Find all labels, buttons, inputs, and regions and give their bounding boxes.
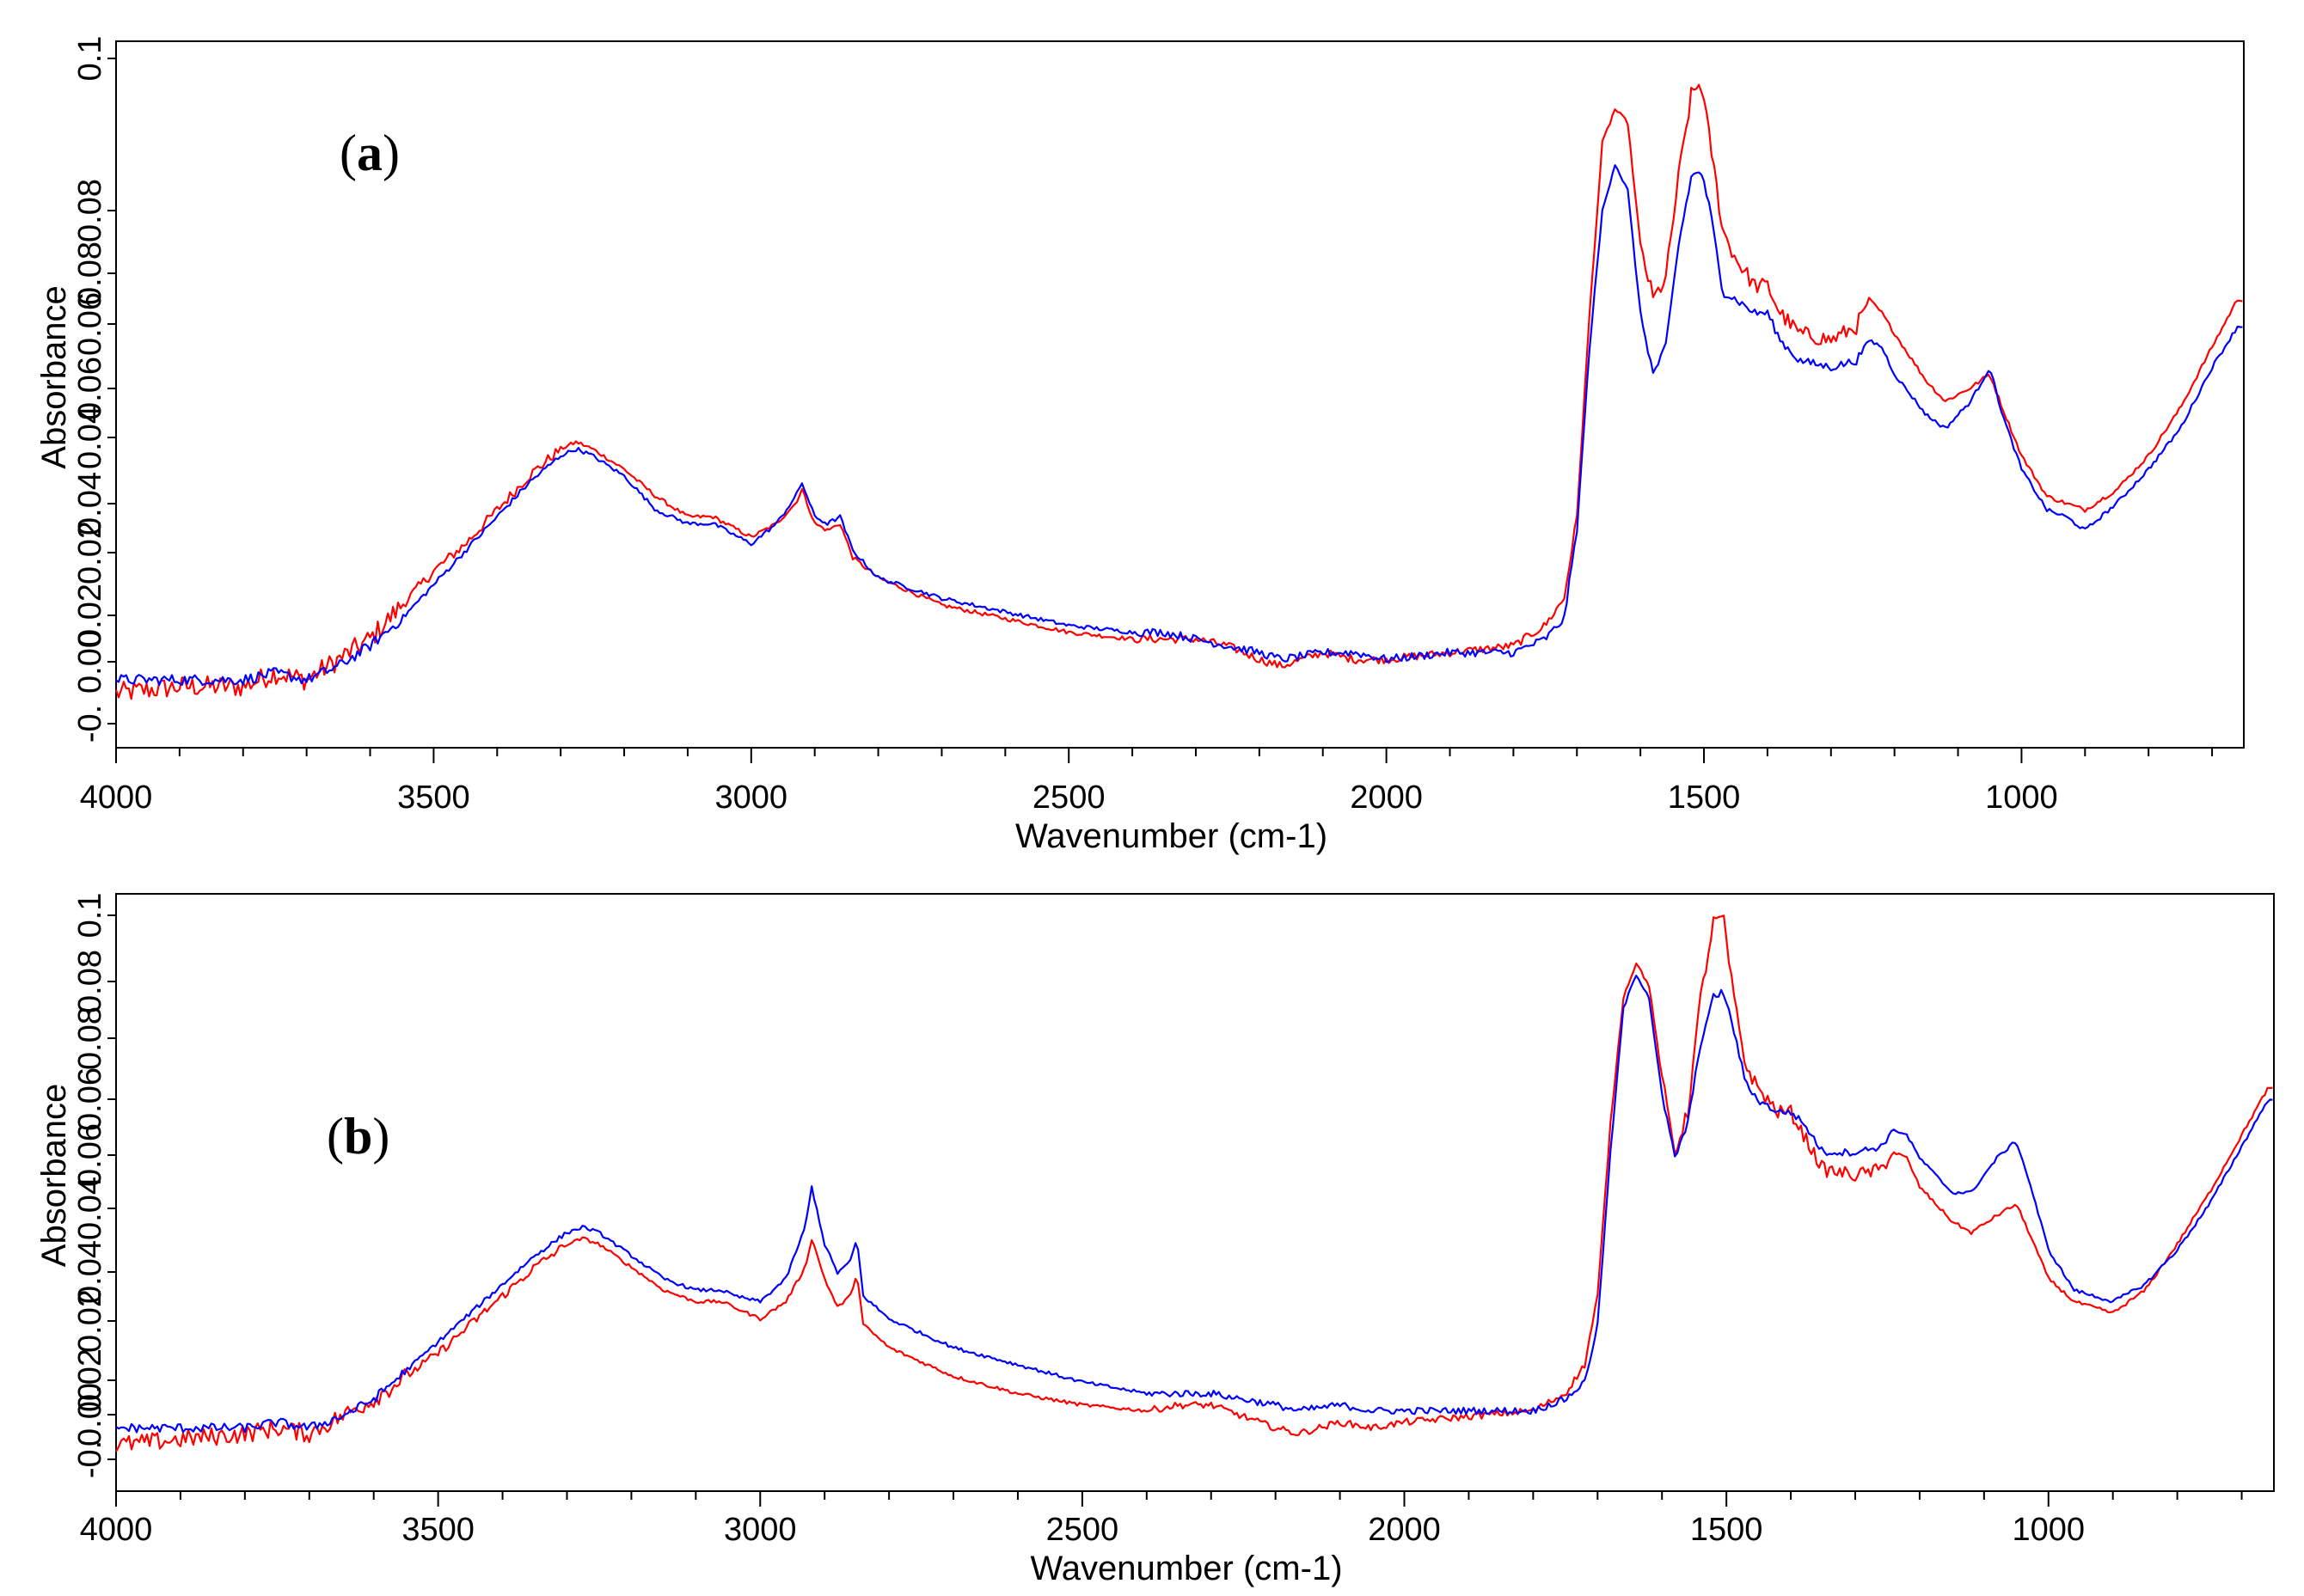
x-tick-label: 2500 xyxy=(1033,780,1106,816)
x-tick-label: 4000 xyxy=(80,780,153,816)
y-tick-label: 0.06 xyxy=(72,357,108,420)
y-axis-title: Absorbance xyxy=(35,285,73,468)
x-tick-label: 2000 xyxy=(1350,780,1423,816)
panel-b: 4000 3500 3000 2500 2000 1500 1000-0.0.000.020… xyxy=(35,893,2275,1587)
panel-a: 4000 3500 3000 2500 2000 1500 1000-0.0.000.020… xyxy=(35,36,2245,855)
y-axis-title: Absorbance xyxy=(35,1084,73,1267)
panel-label: (b) xyxy=(327,1108,389,1165)
series-line-red xyxy=(115,914,2273,1452)
y-tick-label: 0.08 xyxy=(72,179,108,242)
y-tick-label: 0.02 xyxy=(72,1289,108,1353)
x-axis-title: Wavenumber (cm-1) xyxy=(1015,817,1327,855)
y-tick-label: 0.04 xyxy=(72,1177,108,1240)
y-tick-label: 0.04 xyxy=(72,1240,108,1304)
x-tick-label: 1500 xyxy=(1690,1512,1763,1548)
y-tick-label: 0.02 xyxy=(72,1348,108,1412)
x-tick-label: 3000 xyxy=(715,780,788,816)
x-tick-label: 4000 xyxy=(80,1512,153,1548)
series-line-blue xyxy=(115,164,2243,687)
y-tick-label: 0.1 xyxy=(72,893,108,939)
plot-frame xyxy=(115,40,2245,749)
y-tick-label: 0.00 xyxy=(72,1383,108,1446)
x-tick-label: 1500 xyxy=(1668,780,1741,816)
y-tick-label: 0.04 xyxy=(72,472,108,535)
y-tick-label: 0.06 xyxy=(72,1123,108,1187)
series-line-red xyxy=(114,83,2243,700)
y-tick-label: -0. xyxy=(72,1440,108,1478)
y-tick-label: 0.08 xyxy=(72,950,108,1013)
y-tick-label: -0. xyxy=(72,705,108,743)
y-tick-label: 0.06 xyxy=(72,292,108,356)
y-tick-label: 0.08 xyxy=(72,242,108,305)
y-tick-label: 0.02 xyxy=(72,584,108,647)
y-tick-label: 0.04 xyxy=(72,406,108,469)
panel-label: (a) xyxy=(340,125,400,181)
y-tick-label: 0.06 xyxy=(72,1067,108,1131)
x-tick-label: 3500 xyxy=(397,780,470,816)
y-tick-label: 0.02 xyxy=(72,521,108,584)
series-line-blue xyxy=(115,975,2273,1434)
x-tick-label: 2000 xyxy=(1368,1512,1441,1548)
x-tick-label: 1000 xyxy=(1985,780,2058,816)
x-axis-title: Wavenumber (cm-1) xyxy=(1030,1550,1342,1587)
x-tick-label: 1000 xyxy=(2012,1512,2085,1548)
y-tick-label: 0.1 xyxy=(72,36,108,82)
x-tick-label: 3000 xyxy=(724,1512,797,1548)
y-tick-label: 0.00 xyxy=(72,630,108,694)
x-tick-label: 2500 xyxy=(1046,1512,1119,1548)
x-tick-label: 3500 xyxy=(401,1512,475,1548)
y-tick-label: 0.08 xyxy=(72,1006,108,1070)
plot-frame xyxy=(115,893,2275,1492)
